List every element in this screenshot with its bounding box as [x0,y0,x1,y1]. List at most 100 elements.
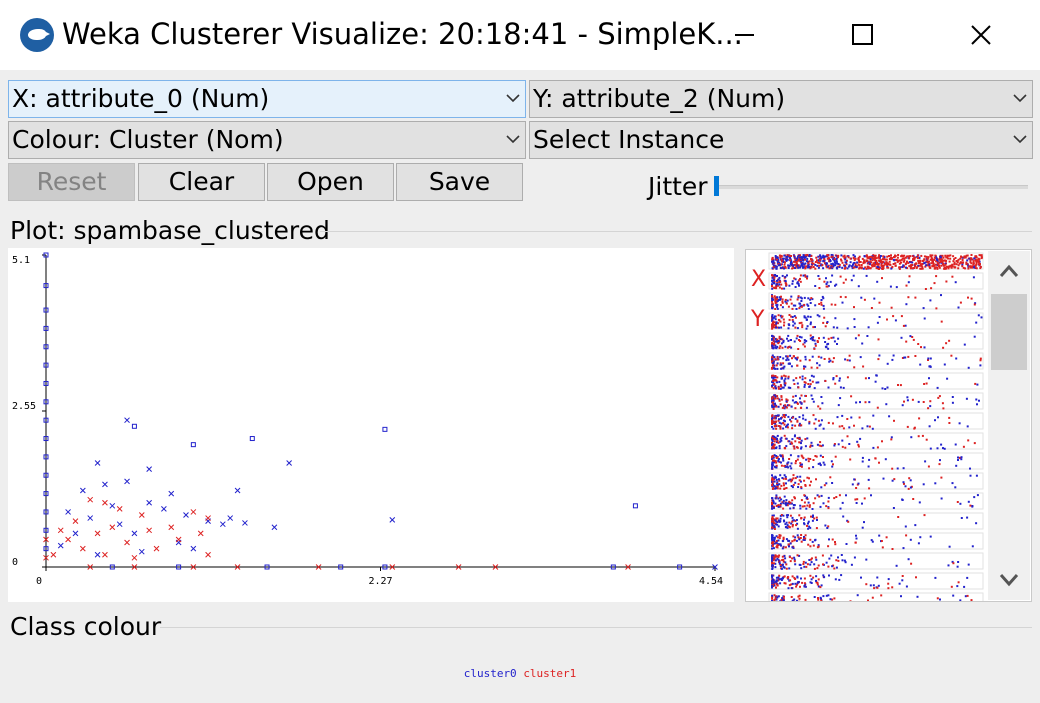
data-point-cluster0[interactable] [190,545,197,552]
data-point-cluster0[interactable] [677,564,683,570]
data-point-cluster1[interactable] [102,551,108,558]
data-point-cluster0[interactable] [94,551,101,558]
matrix-cell[interactable] [768,552,984,570]
matrix-cell[interactable] [768,512,984,530]
data-point-cluster1[interactable] [43,536,49,543]
data-point-cluster0[interactable] [264,564,270,570]
scatter-plot-panel[interactable]: 0 2.55 5.1 0 2.27 4.54 [8,248,734,602]
matrix-scrollbar[interactable] [988,251,1030,600]
data-point-cluster1[interactable] [124,539,130,546]
matrix-cell[interactable] [768,472,984,490]
data-point-cluster0[interactable] [382,426,388,432]
clear-button[interactable]: Clear [138,163,265,201]
data-point-cluster0[interactable] [632,503,638,509]
data-point-cluster0[interactable] [389,517,396,523]
data-point-cluster1[interactable] [205,551,211,558]
data-point-cluster0[interactable] [146,499,153,506]
data-point-cluster0[interactable] [79,487,86,494]
data-point-cluster0[interactable] [43,399,49,405]
data-point-cluster0[interactable] [286,460,292,466]
scroll-up-button[interactable] [988,251,1030,291]
data-point-cluster0[interactable] [124,478,130,485]
data-point-cluster0[interactable] [43,307,49,313]
data-point-cluster1[interactable] [234,564,241,570]
data-point-cluster0[interactable] [131,530,138,537]
matrix-cell[interactable] [768,272,984,290]
data-point-cluster0[interactable] [219,521,226,528]
scatter-plot[interactable]: 0 2.55 5.1 0 2.27 4.54 [8,248,734,602]
data-point-cluster0[interactable] [183,512,189,518]
data-point-cluster0[interactable] [43,546,49,552]
data-point-cluster1[interactable] [492,564,499,570]
jitter-slider-thumb[interactable] [714,176,719,196]
data-point-cluster0[interactable] [124,417,130,424]
data-point-cluster1[interactable] [65,536,71,543]
data-point-cluster1[interactable] [57,527,64,534]
data-point-cluster0[interactable] [271,524,278,531]
data-point-cluster1[interactable] [131,564,138,570]
data-point-cluster0[interactable] [43,344,49,350]
scroll-down-button[interactable] [988,560,1030,600]
data-point-cluster0[interactable] [57,542,64,549]
data-point-cluster0[interactable] [146,466,153,472]
data-point-cluster0[interactable] [43,527,49,533]
data-point-cluster1[interactable] [197,530,204,537]
y-axis-select[interactable]: Y: attribute_2 (Num) [529,80,1033,118]
data-point-cluster0[interactable] [176,564,182,570]
data-point-cluster0[interactable] [72,530,79,537]
data-point-cluster0[interactable] [43,472,49,478]
data-point-cluster0[interactable] [43,436,49,442]
maximize-button[interactable] [804,0,922,70]
data-point-cluster1[interactable] [190,509,197,515]
data-point-cluster1[interactable] [625,564,631,570]
reset-button[interactable]: Reset [8,163,135,201]
data-point-cluster1[interactable] [72,518,79,524]
data-point-cluster1[interactable] [138,512,145,518]
matrix-cell[interactable] [768,532,984,550]
data-point-cluster1[interactable] [131,554,138,561]
data-point-cluster1[interactable] [102,499,108,506]
matrix-cell[interactable] [768,492,984,510]
data-point-cluster1[interactable] [168,524,175,531]
data-point-cluster1[interactable] [116,506,123,512]
data-point-cluster0[interactable] [242,520,248,526]
data-point-cluster0[interactable] [138,548,145,555]
data-point-cluster0[interactable] [190,442,196,448]
data-point-cluster0[interactable] [43,252,49,258]
data-point-cluster1[interactable] [43,554,49,561]
save-button[interactable]: Save [396,163,523,201]
data-point-cluster0[interactable] [234,487,241,494]
matrix-cell[interactable] [768,392,984,410]
data-point-cluster0[interactable] [338,564,344,570]
data-point-cluster0[interactable] [116,521,123,528]
data-point-cluster0[interactable] [43,454,49,460]
data-point-cluster1[interactable] [205,515,211,521]
x-axis-select[interactable]: X: attribute_0 (Num) [8,80,526,118]
data-point-cluster0[interactable] [131,423,137,429]
data-point-cluster0[interactable] [87,515,94,521]
data-point-cluster0[interactable] [43,509,49,515]
data-point-cluster1[interactable] [94,530,101,537]
data-point-cluster0[interactable] [712,564,718,570]
data-point-cluster0[interactable] [109,564,115,570]
data-point-cluster1[interactable] [190,564,197,570]
data-point-cluster0[interactable] [610,564,616,570]
matrix-cell[interactable] [768,592,984,610]
data-point-cluster1[interactable] [389,564,396,570]
data-point-cluster0[interactable] [43,325,49,331]
data-point-cluster0[interactable] [43,380,49,386]
jitter-slider-track[interactable] [718,185,1028,189]
attribute-matrix[interactable]: XY [746,250,986,610]
data-point-cluster1[interactable] [109,524,116,531]
scroll-thumb[interactable] [991,294,1027,370]
matrix-cell[interactable] [768,332,984,350]
matrix-cell[interactable] [768,412,984,430]
close-button[interactable] [922,0,1040,70]
data-point-cluster1[interactable] [455,564,462,570]
select-instance-select[interactable]: Select Instance [529,121,1033,159]
data-point-cluster0[interactable] [382,564,388,570]
data-point-cluster0[interactable] [43,283,49,289]
data-point-cluster0[interactable] [43,417,49,423]
colour-select[interactable]: Colour: Cluster (Nom) [8,121,526,159]
